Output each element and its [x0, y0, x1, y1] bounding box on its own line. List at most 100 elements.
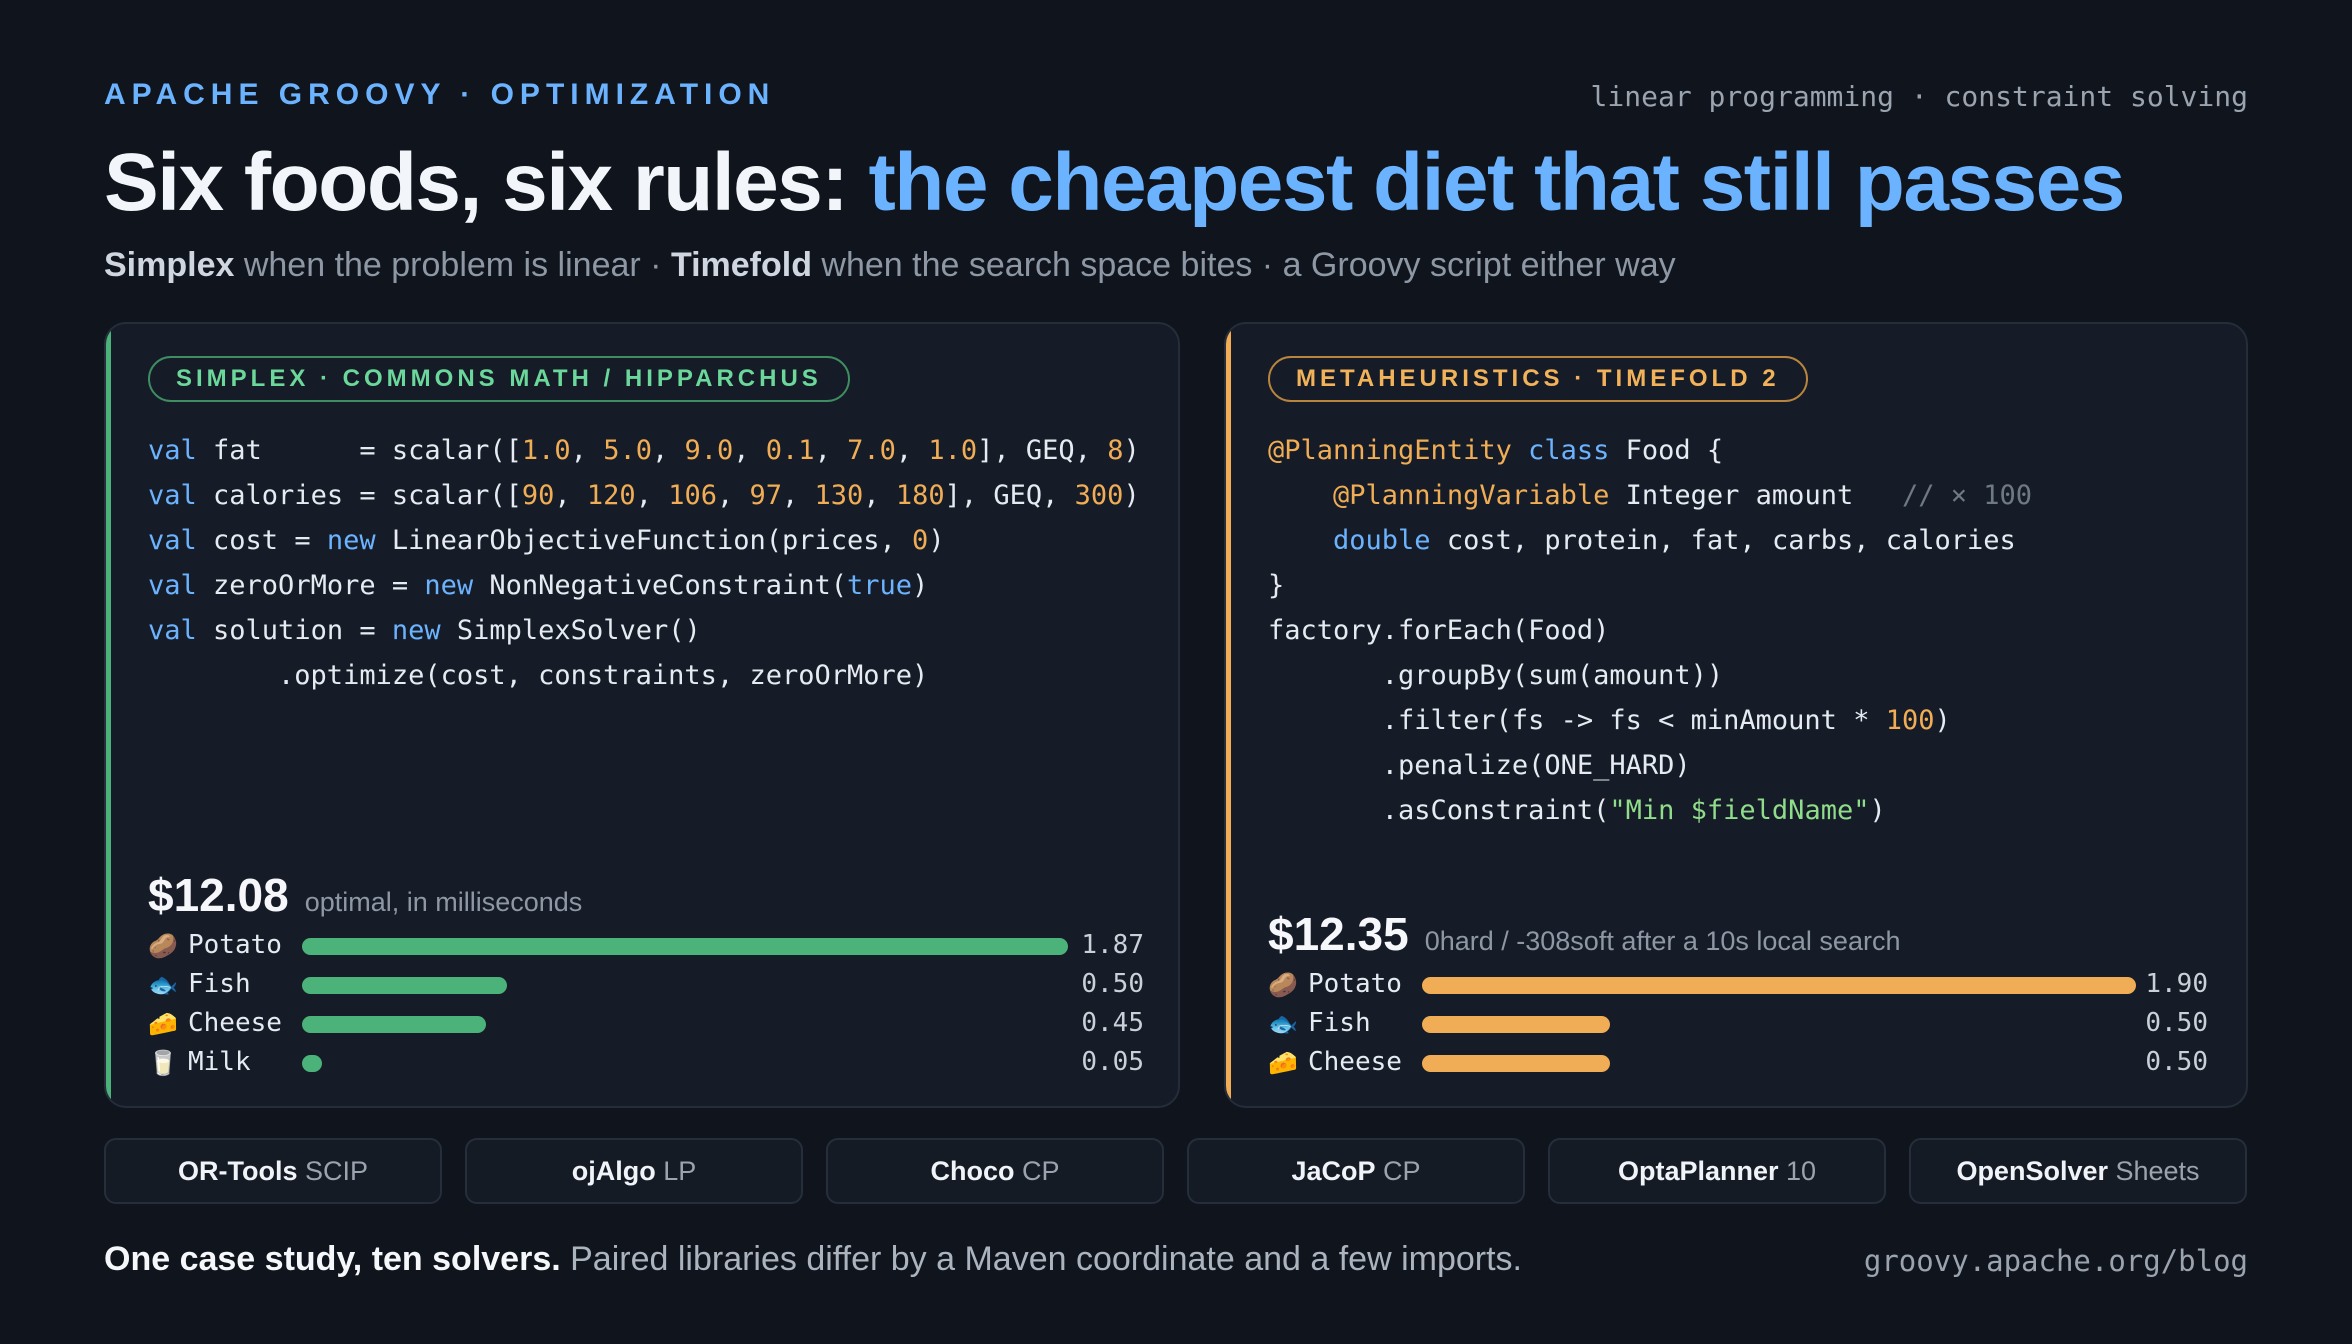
code-token: new	[424, 570, 474, 601]
fish-icon: 🐟	[148, 971, 178, 999]
code-token: )	[1123, 435, 1140, 466]
solver-detail: 10	[1778, 1156, 1817, 1186]
code-token: 97	[749, 480, 783, 511]
code-token: ,	[570, 435, 604, 466]
code-line: val cost = new LinearObjectiveFunction(p…	[148, 518, 1140, 563]
footer-lead: One case study, ten solvers.	[104, 1240, 561, 1278]
timefold-badge: METAHEURISTICS · TIMEFOLD 2	[1268, 356, 1808, 402]
bar-row-potato: 🥔 Potato 1.90	[1268, 967, 2208, 1006]
solver-detail: Sheets	[2107, 1156, 2200, 1186]
code-token: )	[1934, 705, 1951, 736]
solver-name: OR-Tools	[177, 1156, 298, 1186]
code-token: ,	[651, 435, 685, 466]
simplex-bar-chart: 🥔 Potato 1.87 🐟 Fish 0.50 🧀 Cheese 0.45 🥛 Milk 0.05	[148, 928, 1144, 1084]
code-token: ,	[554, 480, 587, 511]
code-token: factory.forEach(Food)	[1268, 615, 1610, 646]
solver-chip-choco: Choco CP	[826, 1138, 1164, 1204]
code-token: }	[1268, 570, 1285, 601]
bar-value: 0.50	[2145, 1047, 2208, 1077]
bar-label: Cheese	[1308, 1047, 1402, 1077]
tagline: linear programming · constraint solving	[1590, 80, 2248, 113]
code-line: }	[1268, 563, 2032, 608]
code-token: @PlanningEntity	[1268, 435, 1512, 466]
code-token: .filter(fs -> fs < minAmount *	[1268, 705, 1886, 736]
code-token: ,	[814, 435, 848, 466]
fish-icon: 🐟	[1268, 1010, 1298, 1038]
milk-icon: 🥛	[148, 1049, 178, 1077]
code-token: 7.0	[847, 435, 896, 466]
solver-chip-jacop: JaCoP CP	[1187, 1138, 1525, 1204]
code-line: val solution = new SimplexSolver()	[148, 608, 1140, 653]
timefold-result: $12.35 0hard / -308soft after a 10s local…	[1268, 907, 1900, 961]
code-token: val	[148, 435, 197, 466]
subtitle-text-2: when the search space bites · a Groovy s…	[811, 246, 1676, 284]
timefold-code-block: @PlanningEntity class Food { @PlanningVa…	[1268, 428, 2032, 833]
simplex-code-block: val fat = scalar([1.0, 5.0, 9.0, 0.1, 7.…	[148, 428, 1140, 698]
code-line: .penalize(ONE_HARD)	[1268, 743, 2032, 788]
code-token: val	[148, 525, 197, 556]
bar-fill	[1422, 1016, 1610, 1033]
subtitle-term-simplex: Simplex	[104, 246, 235, 284]
code-token	[1512, 435, 1528, 466]
code-token: ,	[863, 480, 896, 511]
footer-summary: One case study, ten solvers. Paired libr…	[104, 1240, 1522, 1279]
solver-name: OpenSolver	[1956, 1156, 2108, 1186]
code-line: @PlanningVariable Integer amount // × 10…	[1268, 473, 2032, 518]
blog-link[interactable]: groovy.apache.org/blog	[1863, 1244, 2248, 1278]
code-token: solution =	[196, 615, 392, 646]
top-bar: APACHE GROOVY · OPTIMIZATION linear prog…	[104, 78, 2248, 118]
code-token: )	[1123, 480, 1140, 511]
solver-detail: CP	[1014, 1156, 1060, 1186]
code-token: SimplexSolver()	[440, 615, 701, 646]
cheese-icon: 🧀	[1268, 1049, 1298, 1077]
bar-label: Potato	[188, 930, 282, 960]
code-token: class	[1528, 435, 1610, 466]
code-token: ,	[733, 435, 766, 466]
code-token: LinearObjectiveFunction(prices,	[375, 525, 913, 556]
code-token: NonNegativeConstraint(	[473, 570, 848, 601]
solver-name: OptaPlanner	[1617, 1156, 1779, 1186]
solver-chip-optaplanner: OptaPlanner 10	[1548, 1138, 1886, 1204]
code-line: val zeroOrMore = new NonNegativeConstrai…	[148, 563, 1140, 608]
code-line: val calories = scalar([90, 120, 106, 97,…	[148, 473, 1140, 518]
code-token: .optimize(cost, constraints, zeroOrMore)	[148, 660, 929, 691]
code-token: 8	[1107, 435, 1124, 466]
bar-value: 0.50	[2145, 1008, 2208, 1038]
simplex-result: $12.08 optimal, in milliseconds	[148, 868, 582, 922]
solver-detail: LP	[655, 1156, 697, 1186]
solver-chip-opensolver: OpenSolver Sheets	[1909, 1138, 2247, 1204]
code-token: // × 100	[1901, 480, 2033, 511]
bar-row-potato: 🥔 Potato 1.87	[148, 928, 1144, 967]
code-token: ,	[635, 480, 669, 511]
code-token: double	[1333, 525, 1431, 556]
page-title: Six foods, six rules: the cheapest diet …	[104, 136, 2254, 230]
solver-detail: SCIP	[297, 1156, 368, 1186]
code-token: 0	[912, 525, 929, 556]
title-accent: the cheapest diet that still passes	[868, 137, 2125, 228]
code-line: double cost, protein, fat, carbs, calori…	[1268, 518, 2032, 563]
code-token: fat = scalar([	[196, 435, 522, 466]
code-line: factory.forEach(Food)	[1268, 608, 2032, 653]
simplex-panel: SIMPLEX · COMMONS MATH / HIPPARCHUS val …	[104, 322, 1180, 1108]
code-token: Food {	[1609, 435, 1724, 466]
bar-label: Fish	[1308, 1008, 1371, 1038]
code-token: cost =	[196, 525, 327, 556]
bar-track	[302, 938, 1068, 955]
bar-label: Fish	[188, 969, 251, 999]
bar-value: 1.87	[1081, 930, 1144, 960]
code-token: cost, protein, fat, carbs, calories	[1430, 525, 2016, 556]
title-lead: Six foods, six rules:	[104, 137, 869, 228]
code-token: 130	[814, 480, 864, 511]
code-token: calories = scalar([	[196, 480, 522, 511]
code-token: Integer amount	[1609, 480, 1902, 511]
code-line: .asConstraint("Min $fieldName")	[1268, 788, 2032, 833]
code-token: )	[912, 570, 929, 601]
code-token: "Min $fieldName"	[1609, 795, 1870, 826]
result-price: $12.08	[148, 869, 289, 921]
bar-label: Potato	[1308, 969, 1402, 999]
bar-row-fish: 🐟 Fish 0.50	[1268, 1006, 2208, 1045]
cheese-icon: 🧀	[148, 1010, 178, 1038]
bar-row-cheese: 🧀 Cheese 0.45	[148, 1006, 1144, 1045]
code-token: 100	[1885, 705, 1935, 736]
bar-fill	[302, 1055, 323, 1072]
